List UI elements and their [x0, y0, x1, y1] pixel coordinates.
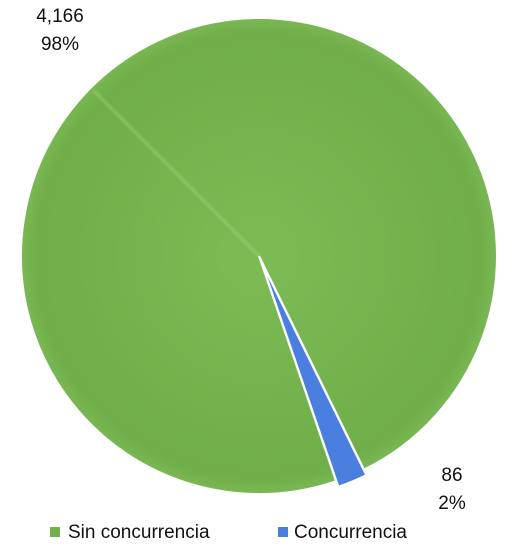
data-label-concurrencia-value: 86 — [441, 465, 462, 486]
pie-slice-sin-concurrencia — [20, 17, 498, 495]
data-labels: 4,166 98% 86 2% — [36, 6, 466, 514]
pie-slices — [20, 17, 498, 495]
data-label-sin-concurrencia-value: 4,166 — [36, 6, 84, 27]
legend-swatch-concurrencia — [278, 527, 288, 537]
pie-slice-concurrencia — [260, 261, 368, 488]
data-label-sin-concurrencia-percent: 98% — [41, 34, 79, 55]
legend-swatch-sin-concurrencia — [50, 527, 60, 537]
legend-label-concurrencia: Concurrencia — [294, 522, 407, 543]
legend-label-sin-concurrencia: Sin concurrencia — [68, 522, 210, 543]
data-label-concurrencia-percent: 2% — [438, 493, 466, 514]
legend: Sin concurrencia Concurrencia — [50, 522, 407, 543]
slice-sheen — [92, 89, 261, 258]
